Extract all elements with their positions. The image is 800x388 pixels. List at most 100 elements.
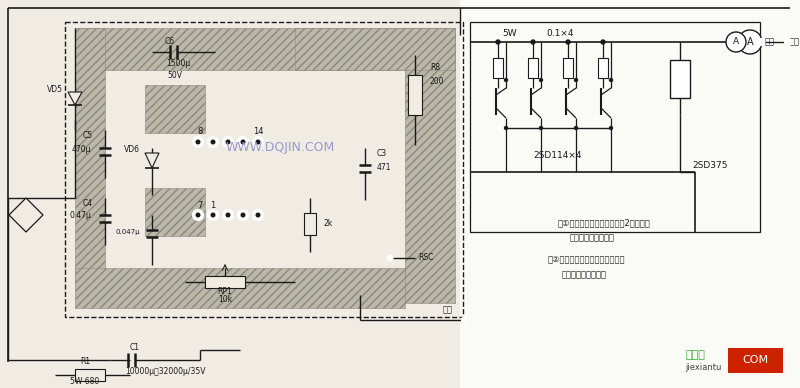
Bar <box>460 0 800 388</box>
Text: 副作时需缩小一半。: 副作时需缩小一半。 <box>570 233 615 242</box>
Bar <box>75 28 450 70</box>
Text: 7: 7 <box>198 201 202 210</box>
Circle shape <box>539 126 542 130</box>
Text: A: A <box>746 37 754 47</box>
Circle shape <box>256 140 260 144</box>
Circle shape <box>505 126 507 130</box>
Bar <box>598 58 608 78</box>
Circle shape <box>738 30 762 54</box>
Circle shape <box>758 38 766 45</box>
Circle shape <box>238 137 249 147</box>
Polygon shape <box>9 198 43 232</box>
Circle shape <box>496 40 500 44</box>
Text: 470μ: 470μ <box>71 144 91 154</box>
Text: 50V: 50V <box>167 71 182 80</box>
Circle shape <box>574 78 578 81</box>
Bar <box>528 58 538 78</box>
Text: 2SD114×4: 2SD114×4 <box>534 151 582 159</box>
Circle shape <box>539 78 542 81</box>
Bar <box>75 369 105 381</box>
Text: COM: COM <box>742 355 768 365</box>
Text: C4: C4 <box>83 199 93 208</box>
Text: 注①虚线内印制电路为实用杔2倍放大，: 注①虚线内印制电路为实用杔2倍放大， <box>558 218 650 227</box>
Circle shape <box>785 38 791 45</box>
Circle shape <box>193 210 203 220</box>
Text: 200: 200 <box>430 78 445 87</box>
Text: 5W: 5W <box>502 28 518 38</box>
Text: R8: R8 <box>430 64 440 73</box>
Circle shape <box>196 140 200 144</box>
Circle shape <box>462 317 469 324</box>
Text: C1: C1 <box>130 343 140 353</box>
Circle shape <box>207 210 218 220</box>
Circle shape <box>222 137 234 147</box>
Bar <box>205 276 245 288</box>
Circle shape <box>238 210 249 220</box>
Text: 均安装印刷板外部。: 均安装印刷板外部。 <box>562 270 607 279</box>
Text: 1: 1 <box>210 201 216 210</box>
Bar <box>563 58 573 78</box>
Bar <box>304 213 316 235</box>
Text: VD5: VD5 <box>47 85 63 95</box>
Bar <box>670 60 690 98</box>
Circle shape <box>566 40 570 44</box>
Bar <box>470 22 760 232</box>
Circle shape <box>242 140 245 144</box>
Bar <box>408 75 422 115</box>
Bar <box>75 28 105 283</box>
Circle shape <box>207 137 218 147</box>
Circle shape <box>242 213 245 217</box>
Bar <box>295 28 455 70</box>
Text: RP1: RP1 <box>218 286 232 296</box>
Text: 输出: 输出 <box>443 305 453 315</box>
Circle shape <box>211 213 214 217</box>
Circle shape <box>226 140 230 144</box>
Text: A: A <box>733 38 739 47</box>
Text: 0.047μ: 0.047μ <box>115 229 140 235</box>
Text: 10k: 10k <box>218 296 232 305</box>
Circle shape <box>253 137 263 147</box>
Bar <box>75 268 405 308</box>
Text: 输出: 输出 <box>790 38 800 47</box>
Text: 输出: 输出 <box>765 38 775 47</box>
Bar <box>405 28 455 303</box>
Circle shape <box>211 140 214 144</box>
Circle shape <box>610 126 613 130</box>
Circle shape <box>222 210 234 220</box>
Circle shape <box>610 78 613 81</box>
Circle shape <box>505 78 507 81</box>
Text: C3: C3 <box>377 149 387 158</box>
Bar <box>145 188 205 236</box>
Polygon shape <box>145 153 159 168</box>
Text: 0.47μ: 0.47μ <box>69 211 91 220</box>
Text: 10000μ～32000μ/35V: 10000μ～32000μ/35V <box>125 367 206 376</box>
Circle shape <box>253 210 263 220</box>
Circle shape <box>256 213 260 217</box>
Text: R1: R1 <box>80 357 90 367</box>
Circle shape <box>531 40 535 44</box>
Circle shape <box>196 213 200 217</box>
Text: C6: C6 <box>165 36 175 45</box>
Text: jiexiantu: jiexiantu <box>685 364 722 372</box>
Circle shape <box>601 40 605 44</box>
Text: 接线图: 接线图 <box>685 350 705 360</box>
Circle shape <box>193 137 203 147</box>
Text: 14: 14 <box>253 128 263 137</box>
Text: 471: 471 <box>377 163 391 171</box>
Text: 2k: 2k <box>324 220 334 229</box>
Text: VD6: VD6 <box>124 146 140 154</box>
Circle shape <box>226 213 230 217</box>
Text: WWW.DQJIN.COM: WWW.DQJIN.COM <box>226 142 334 154</box>
Circle shape <box>387 255 393 261</box>
Text: 2SD375: 2SD375 <box>692 161 727 170</box>
Circle shape <box>726 32 746 52</box>
Circle shape <box>574 126 578 130</box>
Bar <box>65 22 463 317</box>
Bar <box>493 58 503 78</box>
Text: 1500μ: 1500μ <box>166 59 190 68</box>
Circle shape <box>753 40 757 44</box>
Text: RSC: RSC <box>418 253 434 263</box>
Text: 注②虚线外元件因体积大等原因，: 注②虚线外元件因体积大等原因， <box>548 255 626 264</box>
Polygon shape <box>68 92 82 105</box>
Text: 0.1×4: 0.1×4 <box>546 28 574 38</box>
